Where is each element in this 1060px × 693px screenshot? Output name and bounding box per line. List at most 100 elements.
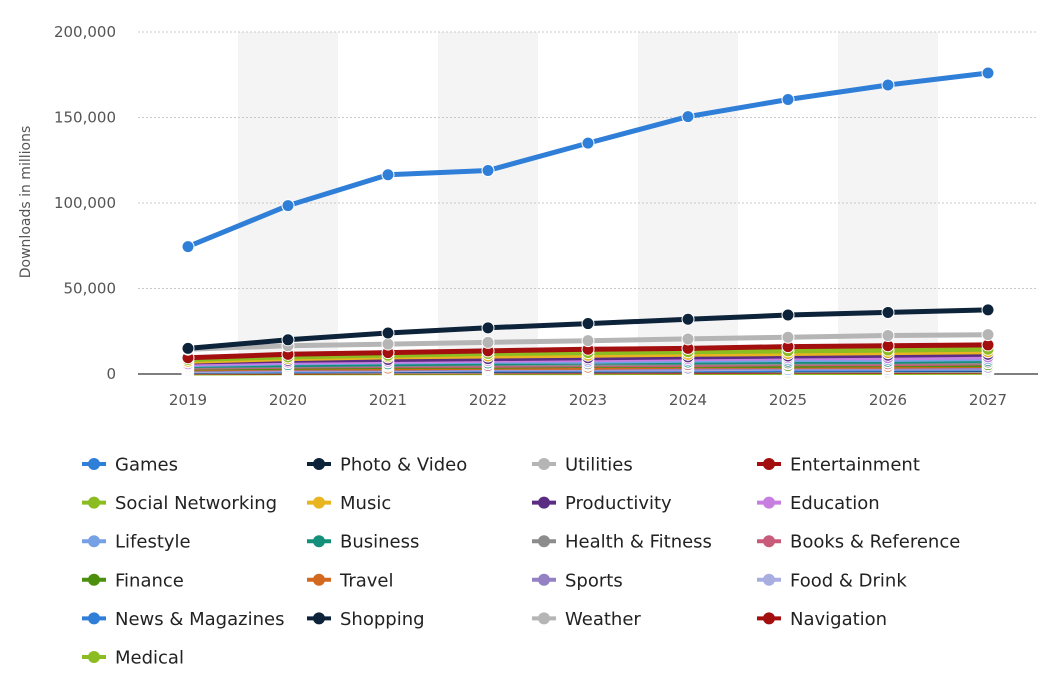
x-tick-label: 2026 bbox=[869, 391, 907, 409]
legend-marker bbox=[88, 573, 100, 586]
x-axis: 2019 2020 2021 2022 2023 2024 2025 2026 2027 bbox=[169, 391, 1007, 409]
legend-item[interactable]: Books & Reference bbox=[757, 532, 960, 553]
data-point[interactable] bbox=[381, 337, 395, 351]
data-point[interactable] bbox=[681, 312, 695, 326]
legend-label: Books & Reference bbox=[790, 532, 960, 553]
y-axis: 0 50,000 100,000 150,000 200,000 bbox=[54, 23, 116, 383]
legend-label: Navigation bbox=[790, 609, 887, 630]
x-tick-label: 2020 bbox=[269, 391, 307, 409]
data-point[interactable] bbox=[281, 199, 295, 213]
data-point[interactable] bbox=[881, 305, 895, 319]
data-point[interactable] bbox=[881, 78, 895, 92]
x-tick-label: 2021 bbox=[369, 391, 407, 409]
legend-marker bbox=[538, 458, 550, 470]
x-tick-label: 2023 bbox=[569, 391, 607, 409]
legend-label: Lifestyle bbox=[115, 532, 191, 553]
legend-label: Shopping bbox=[340, 609, 425, 630]
legend-marker bbox=[538, 612, 550, 625]
legend-label: Medical bbox=[115, 648, 184, 669]
data-point[interactable] bbox=[181, 341, 195, 355]
legend-label: Music bbox=[340, 493, 391, 514]
data-point[interactable] bbox=[481, 164, 495, 178]
legend-marker bbox=[88, 612, 100, 625]
data-point[interactable] bbox=[481, 321, 495, 335]
legend-item[interactable]: Productivity bbox=[532, 493, 672, 514]
legend-item[interactable]: Utilities bbox=[532, 455, 633, 476]
legend-label: Entertainment bbox=[790, 455, 920, 476]
legend-item[interactable]: Finance bbox=[82, 570, 184, 591]
legend-item[interactable]: Shopping bbox=[307, 609, 425, 630]
legend-item[interactable]: Lifestyle bbox=[82, 532, 191, 553]
data-point[interactable] bbox=[381, 326, 395, 340]
data-point[interactable] bbox=[981, 303, 995, 317]
legend-marker bbox=[538, 496, 550, 509]
data-point[interactable] bbox=[581, 136, 595, 150]
legend-marker bbox=[538, 535, 550, 548]
y-tick-label: 50,000 bbox=[64, 280, 117, 298]
legend-marker bbox=[763, 612, 775, 625]
data-point[interactable] bbox=[481, 335, 495, 349]
legend-item[interactable]: Education bbox=[757, 493, 880, 514]
x-tick-label: 2027 bbox=[969, 391, 1007, 409]
data-point[interactable] bbox=[981, 66, 995, 80]
legend-item[interactable]: Travel bbox=[307, 570, 394, 591]
data-point[interactable] bbox=[681, 332, 695, 346]
data-point[interactable] bbox=[381, 168, 395, 182]
data-point[interactable] bbox=[781, 308, 795, 322]
legend-marker bbox=[763, 535, 775, 548]
legend-marker bbox=[88, 651, 100, 663]
data-point[interactable] bbox=[881, 329, 895, 343]
legend-label: Travel bbox=[339, 570, 394, 591]
legend-marker bbox=[313, 458, 325, 470]
legend-label: Business bbox=[340, 532, 419, 553]
legend-label: Food & Drink bbox=[790, 570, 907, 591]
legend-marker bbox=[313, 612, 325, 625]
legend-item[interactable]: Entertainment bbox=[757, 455, 920, 476]
legend-label: News & Magazines bbox=[115, 609, 284, 630]
legend-label: Sports bbox=[565, 570, 623, 591]
legend-item[interactable]: News & Magazines bbox=[82, 609, 284, 630]
legend-item[interactable]: Navigation bbox=[757, 609, 887, 630]
legend-item[interactable]: Sports bbox=[532, 570, 623, 591]
series-games bbox=[181, 66, 995, 254]
legend-label: Weather bbox=[565, 609, 641, 630]
legend-item[interactable]: Medical bbox=[82, 648, 184, 669]
legend-item[interactable]: Weather bbox=[532, 609, 641, 630]
legend-item[interactable]: Social Networking bbox=[82, 493, 277, 514]
legend-item[interactable]: Games bbox=[82, 455, 178, 476]
data-point[interactable] bbox=[581, 334, 595, 348]
data-point[interactable] bbox=[281, 333, 295, 347]
data-point[interactable] bbox=[181, 240, 195, 254]
legend-label: Photo & Video bbox=[340, 455, 467, 476]
legend-item[interactable]: Business bbox=[307, 532, 419, 553]
legend-label: Education bbox=[790, 493, 880, 514]
legend-label: Productivity bbox=[565, 493, 672, 514]
legend-item[interactable]: Food & Drink bbox=[757, 570, 907, 591]
x-tick-label: 2022 bbox=[469, 391, 507, 409]
legend-marker bbox=[763, 573, 775, 586]
legend-item[interactable]: Music bbox=[307, 493, 391, 514]
legend-label: Health & Fitness bbox=[565, 532, 712, 553]
legend-label: Utilities bbox=[565, 455, 633, 476]
data-point[interactable] bbox=[781, 330, 795, 344]
legend-marker bbox=[313, 496, 325, 509]
series-photo-video bbox=[181, 303, 995, 355]
y-axis-title: Downloads in millions bbox=[18, 126, 34, 278]
legend: Games Photo & Video Utilities Entertainment… bbox=[82, 455, 960, 669]
data-point[interactable] bbox=[681, 110, 695, 124]
legend-item[interactable]: Photo & Video bbox=[307, 455, 467, 476]
legend-marker bbox=[88, 496, 100, 509]
series-layer bbox=[181, 66, 995, 380]
legend-marker bbox=[538, 573, 550, 586]
legend-item[interactable]: Health & Fitness bbox=[532, 532, 712, 553]
data-point[interactable] bbox=[781, 93, 795, 107]
legend-label: Games bbox=[115, 455, 178, 476]
legend-marker bbox=[88, 458, 100, 470]
data-point[interactable] bbox=[981, 328, 995, 342]
y-tick-label: 0 bbox=[106, 365, 116, 383]
data-point[interactable] bbox=[581, 317, 595, 331]
x-tick-label: 2024 bbox=[669, 391, 707, 409]
legend-marker bbox=[763, 458, 775, 470]
legend-marker bbox=[313, 535, 325, 548]
